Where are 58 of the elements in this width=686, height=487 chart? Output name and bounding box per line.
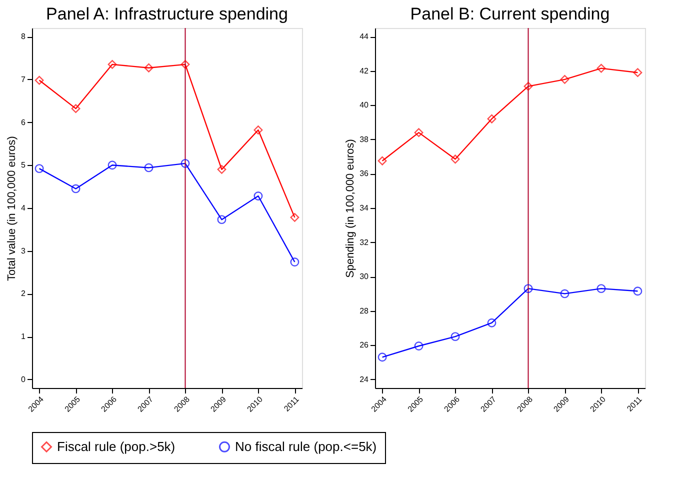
y-tick-label: 26 xyxy=(360,340,370,350)
point xyxy=(487,318,496,328)
y-tick-label: 36 xyxy=(360,169,370,178)
point xyxy=(71,184,80,194)
y-tick-label: 32 xyxy=(360,238,370,247)
point xyxy=(34,164,44,174)
y-axis-title: Spending (in 100,000 euros) xyxy=(344,139,357,278)
point xyxy=(254,192,263,200)
point xyxy=(487,114,496,124)
chart-title: Panel A: Infrastructure spending xyxy=(46,4,288,24)
y-tick-label: 28 xyxy=(360,306,370,316)
y-tick-label: 6 xyxy=(21,118,26,127)
y-tick-label: 5 xyxy=(21,160,26,170)
point xyxy=(524,82,533,91)
y-tick-label: 8 xyxy=(21,32,26,42)
point xyxy=(524,284,533,294)
y-tick-label: 1 xyxy=(21,332,26,342)
chart-title: Panel B: Current spending xyxy=(410,4,610,24)
y-tick-label: 7 xyxy=(21,74,26,84)
point xyxy=(596,64,606,73)
point xyxy=(633,286,642,296)
point xyxy=(144,163,154,172)
point xyxy=(254,126,263,134)
point xyxy=(560,74,570,84)
point xyxy=(108,160,117,170)
point xyxy=(217,215,226,224)
point xyxy=(108,60,117,69)
point xyxy=(414,342,424,350)
y-tick-label: 38 xyxy=(360,134,370,144)
y-axis-title: Total value (in 100,000 euros) xyxy=(6,136,18,281)
point xyxy=(144,63,154,72)
y-tick-label: 40 xyxy=(360,100,370,110)
point xyxy=(290,258,300,266)
point xyxy=(414,128,424,138)
legend-label: Fiscal rule (pop.>5k) xyxy=(57,438,176,454)
point xyxy=(217,164,226,174)
point xyxy=(180,60,190,69)
point xyxy=(34,76,44,85)
y-tick-label: 3 xyxy=(21,246,26,256)
point xyxy=(450,154,460,164)
legend-label: No fiscal rule (pop.<=5k) xyxy=(235,438,377,454)
y-tick-label: 34 xyxy=(360,204,370,212)
point xyxy=(633,68,642,78)
point xyxy=(378,156,387,166)
point xyxy=(596,284,606,294)
y-tick-label: 42 xyxy=(360,66,370,76)
point xyxy=(560,289,570,298)
point xyxy=(71,104,80,114)
y-tick-label: 0 xyxy=(21,374,26,384)
y-tick-label: 4 xyxy=(21,204,26,212)
y-tick-label: 2 xyxy=(21,289,26,298)
y-tick-label: 44 xyxy=(360,32,370,42)
point xyxy=(180,158,190,168)
point xyxy=(378,352,387,362)
y-tick-label: 30 xyxy=(360,272,370,282)
point xyxy=(290,212,300,222)
y-tick-label: 24 xyxy=(360,374,370,384)
point xyxy=(450,332,460,342)
